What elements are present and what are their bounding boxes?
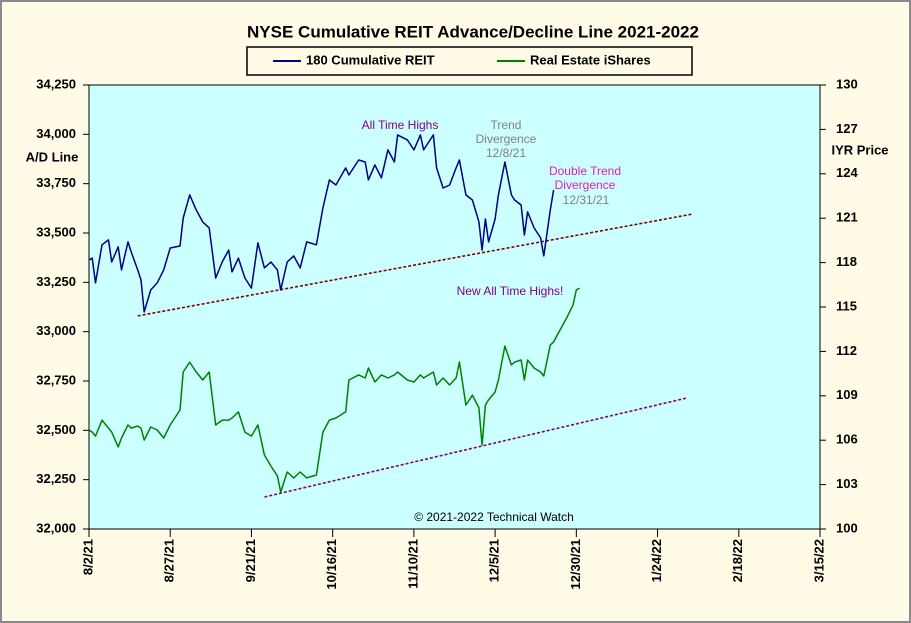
y2-tick-label: 109: [836, 387, 858, 402]
y2-tick-label: 118: [836, 254, 857, 269]
x-tick-label: 3/15/22: [811, 539, 826, 582]
x-tick-label: 10/16/21: [324, 539, 339, 590]
x-tick-label: 2/18/22: [730, 539, 745, 582]
y2-tick-label: 127: [836, 121, 858, 136]
x-tick-label: 1/24/22: [649, 539, 664, 582]
y2-tick-label: 112: [836, 343, 857, 358]
x-tick-label: 8/2/21: [80, 539, 95, 575]
chart-title: NYSE Cumulative REIT Advance/Decline Lin…: [247, 22, 699, 41]
y2-tick-label: 121: [836, 210, 858, 225]
annotation: Divergence: [555, 178, 616, 192]
y2-tick-label: 115: [836, 298, 857, 313]
annotation: New All Time Highs!: [457, 284, 564, 298]
y-tick-label: 33,000: [36, 323, 76, 338]
y-tick-label: 33,250: [36, 274, 76, 289]
y-tick-label: 33,500: [36, 224, 76, 239]
y-tick-label: 32,500: [36, 422, 76, 437]
y-tick-label: 34,250: [36, 76, 76, 91]
x-tick-label: 12/30/21: [568, 539, 583, 590]
plot-area: [88, 84, 821, 530]
y2-axis-label: IYR Price: [831, 142, 888, 157]
x-tick-label: 8/27/21: [162, 539, 177, 582]
legend-label: Real Estate iShares: [530, 52, 651, 67]
y2-tick-label: 103: [836, 476, 858, 491]
annotation: All Time Highs: [362, 118, 439, 132]
y2-tick-label: 130: [836, 76, 858, 91]
x-tick-label: 9/21/21: [243, 539, 258, 582]
y-tick-label: 33,750: [36, 175, 76, 190]
y2-tick-label: 124: [836, 165, 858, 180]
x-tick-label: 11/10/21: [405, 539, 420, 589]
x-tick-label: 12/5/21: [487, 539, 502, 582]
series-line: [88, 287, 580, 493]
y-tick-label: 32,250: [36, 471, 76, 486]
series-line: [88, 134, 555, 313]
trend-line: [264, 397, 687, 498]
y-tick-label: 32,750: [36, 372, 76, 387]
legend: [246, 46, 693, 76]
annotation: Double Trend: [549, 164, 621, 178]
annotation: 12/31/21: [563, 193, 610, 207]
trend-line: [137, 213, 694, 317]
annotation: Trend: [491, 118, 522, 132]
annotation: Divergence: [476, 132, 537, 146]
y-tick-label: 34,000: [36, 126, 76, 141]
y-tick-label: 32,000: [36, 520, 76, 535]
legend-label: 180 Cumulative REIT: [306, 52, 435, 67]
annotation: 12/8/21: [486, 146, 526, 160]
y2-tick-label: 106: [836, 432, 858, 447]
y-axis-label: A/D Line: [26, 149, 79, 164]
annotation: © 2021-2022 Technical Watch: [414, 510, 574, 524]
y2-tick-label: 100: [836, 520, 858, 535]
